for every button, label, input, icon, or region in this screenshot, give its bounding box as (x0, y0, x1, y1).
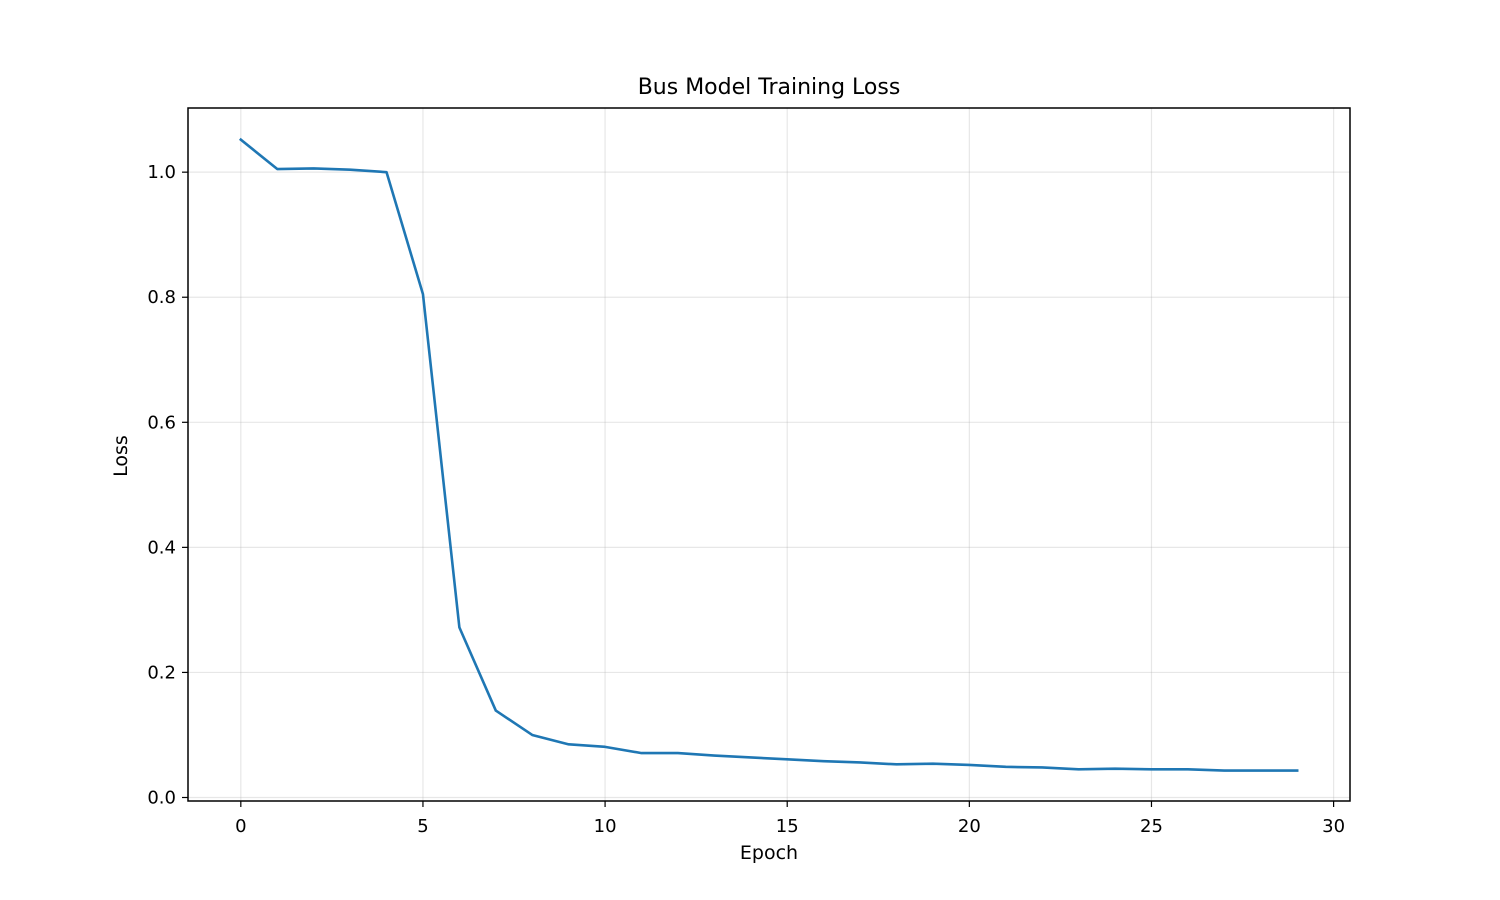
y-tick-label: 0.4 (147, 537, 176, 558)
x-tick-label: 0 (235, 816, 246, 837)
y-axis-label: Loss (110, 435, 132, 477)
y-tick-label: 1.0 (147, 162, 176, 183)
plot-frame (187, 107, 1351, 802)
x-tick-label: 10 (594, 816, 617, 837)
x-axis-label: Epoch (740, 842, 798, 864)
x-tick-label: 15 (776, 816, 799, 837)
x-tick-label: 25 (1140, 816, 1163, 837)
loss-series-line (238, 137, 1299, 772)
x-tick-label: 30 (1322, 816, 1345, 837)
y-tick-label: 0.0 (147, 787, 176, 808)
x-tick-label: 5 (417, 816, 428, 837)
x-tick-label: 20 (958, 816, 981, 837)
y-tick-label: 0.8 (147, 287, 176, 308)
chart-title: Bus Model Training Loss (638, 75, 901, 100)
y-tick-label: 0.2 (147, 662, 176, 683)
tick-layer: 0 5 10 15 20 25 30 0.0 0.2 0.4 0.6 0.8 1.0 (147, 162, 1345, 837)
grid-layer (188, 108, 1350, 801)
y-tick-label: 0.6 (147, 412, 176, 433)
series-layer (238, 137, 1299, 772)
